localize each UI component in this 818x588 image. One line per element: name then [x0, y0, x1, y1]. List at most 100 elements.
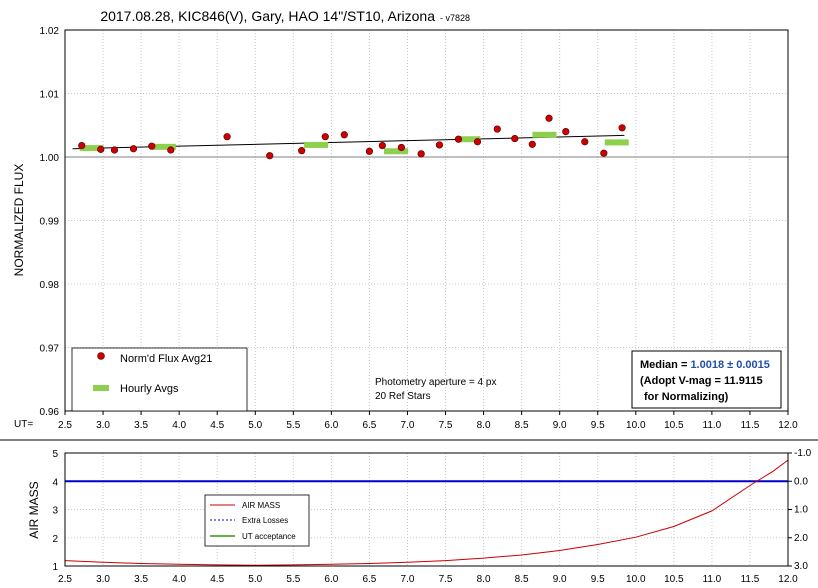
- flux-point: [97, 145, 105, 153]
- top-y-axis-label: NORMALIZED FLUX: [12, 164, 26, 277]
- flux-point: [473, 138, 482, 146]
- airmass-series: [64, 459, 789, 566]
- top-legend: Norm'd Flux Avg21 Hourly Avgs: [71, 347, 248, 412]
- ref-stars-note: 20 Ref Stars: [375, 391, 431, 402]
- flux-point: [435, 141, 444, 149]
- bottom-y-tick-label: 1: [52, 562, 58, 573]
- flux-point: [298, 147, 306, 155]
- top-x-tick-label: 9.0: [553, 420, 567, 431]
- flux-point: [148, 142, 156, 150]
- legend-flux-label: Norm'd Flux Avg21: [120, 353, 212, 365]
- flux-point: [454, 135, 463, 143]
- flux-point: [78, 141, 86, 150]
- top-x-tick-label: 7.0: [401, 420, 415, 431]
- bottom-x-tick-label: 11.5: [741, 574, 760, 585]
- flux-point: [365, 147, 374, 155]
- top-y-tick-label: 0.96: [40, 407, 60, 418]
- top-x-tick-label: 6.0: [324, 420, 338, 431]
- flux-point: [545, 114, 553, 122]
- flux-point: [378, 141, 386, 150]
- top-x-tick-label: 10.0: [626, 420, 646, 431]
- top-y-tick-label: 0.98: [40, 280, 60, 291]
- bottom-x-tick-label: 8.5: [515, 574, 529, 585]
- legend-ut-acceptance-label: UT acceptance: [242, 532, 296, 541]
- bottom-y2-tick-label: 3.0: [794, 561, 808, 572]
- bottom-y-tick-label: 2: [52, 534, 58, 545]
- hourly-avg-bar: [79, 145, 104, 152]
- bottom-x-tick-label: 9.5: [591, 574, 605, 585]
- top-plot-frame: [64, 29, 789, 412]
- bottom-x-ticks: 2.5 3.0 3.5 4.0 4.5 5.0 5.5 6.0 6.5 7.0 7.5 8.0 8.5 9…: [58, 574, 798, 585]
- bottom-x-tick-label: 5.0: [248, 574, 262, 585]
- adopt-vmag-line: (Adopt V-mag = 11.9115: [640, 375, 763, 387]
- bottom-y-tick-label: 3: [52, 506, 58, 517]
- top-y-tick-label: 0.99: [40, 217, 60, 228]
- top-x-tick-label: 8.5: [515, 420, 529, 431]
- flux-point: [493, 125, 501, 133]
- bottom-y2-tick-label: 0.0: [794, 476, 808, 487]
- top-x-tick-label: 4.0: [172, 420, 186, 431]
- hourly-avg-bar: [151, 143, 176, 150]
- median-line: Median = 1.0018 ± 0.0015: [640, 359, 770, 371]
- bottom-x-tick-label: 11.0: [703, 574, 722, 585]
- hourly-avg-bar: [604, 139, 629, 146]
- flux-point: [581, 138, 589, 146]
- top-x-ticks: 2.5 3.0 3.5 4.0 4.5 5.0 5.5 6.0 6.5 7.0 7.5 8.0 8.5 9…: [58, 411, 798, 431]
- top-x-tick-label: 6.5: [362, 420, 376, 431]
- legend-airmass-label: AIR MASS: [242, 501, 280, 510]
- top-y-tick-label: 1.02: [40, 26, 60, 37]
- hourly-avg-bar: [532, 131, 557, 138]
- legend-hourly-label: Hourly Avgs: [120, 383, 179, 395]
- flux-point: [340, 131, 348, 139]
- top-x-tick-label: 11.0: [703, 420, 722, 431]
- top-x-tick-label: 4.5: [210, 420, 224, 431]
- bottom-x-tick-label: 5.5: [286, 574, 300, 585]
- bottom-x-tick-label: 10.5: [664, 574, 684, 585]
- top-x-tick-label: 2.5: [58, 420, 72, 431]
- top-y-tick-label: 1.00: [40, 153, 60, 164]
- bottom-x-tick-label: 3.5: [134, 574, 148, 585]
- top-x-tick-label: 12.0: [778, 420, 798, 431]
- top-x-tick-label: 3.5: [134, 420, 148, 431]
- bottom-x-tick-label: 6.0: [324, 574, 338, 585]
- bottom-x-tick-label: 7.5: [439, 574, 453, 585]
- hourly-avg-bar: [456, 136, 481, 143]
- hourly-avg-bar: [304, 141, 329, 148]
- flux-point: [223, 133, 231, 141]
- bottom-y-ticks: 1 2 3 4 5: [52, 449, 58, 573]
- bottom-y2-tick-label: -1.0: [794, 448, 812, 459]
- bottom-x-tick-label: 8.0: [477, 574, 491, 585]
- median-label: Median =: [640, 359, 690, 371]
- top-y-tick-label: 0.97: [40, 344, 60, 355]
- bottom-y-axis-label: AIR MASS: [27, 481, 41, 538]
- bottom-x-tick-label: 12.0: [778, 574, 798, 585]
- flux-point: [562, 128, 570, 136]
- airmass-curve: [64, 459, 789, 566]
- bottom-y2-tick-label: 2.0: [794, 533, 808, 544]
- flux-point: [129, 145, 138, 153]
- bottom-x-tick-label: 3.0: [96, 574, 110, 585]
- chart-title-version: - v7828: [440, 13, 470, 23]
- flux-point: [600, 149, 608, 157]
- bottom-x-tick-label: 4.0: [172, 574, 186, 585]
- bottom-x-tick-label: 7.0: [401, 574, 415, 585]
- flux-point: [397, 143, 405, 152]
- bottom-legend: AIR MASS Extra Losses UT acceptance: [204, 494, 310, 547]
- median-value: 1.0018 ± 0.0015: [690, 359, 769, 371]
- median-box-frame: [631, 350, 782, 409]
- chart-title: 2017.08.28, KIC846(V), Gary, HAO 14"/ST1…: [100, 8, 435, 24]
- bottom-y-tick-label: 4: [52, 477, 58, 488]
- hourly-avgs-series: [79, 131, 629, 155]
- flux-point: [167, 146, 175, 154]
- flux-series: [78, 114, 626, 160]
- bottom-x-tick-label: 2.5: [58, 574, 72, 585]
- ut-prefix: UT=: [14, 419, 33, 430]
- top-x-tick-label: 11.5: [741, 420, 760, 431]
- hourly-avg-bar: [384, 148, 409, 155]
- flux-point: [511, 134, 519, 143]
- bottom-grid: [65, 453, 788, 566]
- flux-point: [110, 146, 119, 154]
- median-box: Median = 1.0018 ± 0.0015 (Adopt V-mag = …: [631, 350, 782, 409]
- top-x-tick-label: 10.5: [664, 420, 684, 431]
